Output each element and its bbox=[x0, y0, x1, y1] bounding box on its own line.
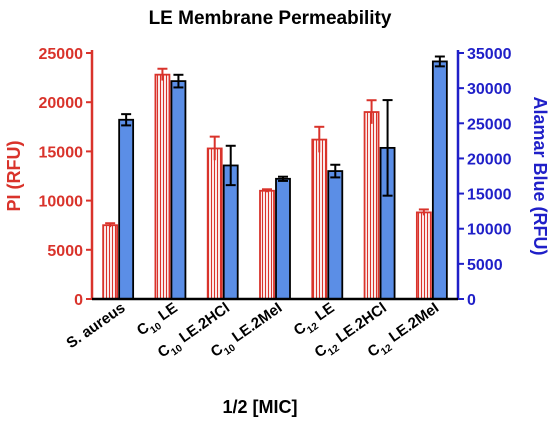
right-tick-label: 0 bbox=[467, 292, 476, 309]
x-tick-label-text: LE.2MeI bbox=[226, 299, 286, 348]
left-tick-label: 25000 bbox=[39, 46, 84, 63]
left-tick-label: 5000 bbox=[47, 243, 83, 260]
bar-pi bbox=[415, 211, 432, 300]
x-axis-label: 1/2 [MIC] bbox=[222, 397, 297, 417]
right-tick-label: 5000 bbox=[467, 257, 503, 274]
bar-pi bbox=[102, 224, 119, 300]
x-tick-label-text: LE.2MeI bbox=[383, 299, 443, 348]
right-tick-label: 35000 bbox=[467, 46, 512, 63]
right-tick-label: 30000 bbox=[467, 81, 512, 98]
left-tick-label: 0 bbox=[74, 292, 83, 309]
bar-pi bbox=[311, 138, 328, 300]
left-tick-label: 15000 bbox=[39, 144, 84, 161]
bar-pi bbox=[154, 73, 171, 300]
left-axis: 0 5000 10000 15000 20000 25000 bbox=[39, 46, 94, 309]
bar-alamar bbox=[170, 80, 187, 300]
x-tick-label-text: LE.2HCl bbox=[173, 299, 233, 348]
bar-pi bbox=[363, 111, 380, 300]
bar-alamar bbox=[275, 177, 291, 300]
right-tick-label: 20000 bbox=[467, 151, 512, 168]
y-axis-label-right: Alamar Blue (RFU) bbox=[530, 96, 550, 255]
bar-alamar bbox=[118, 118, 135, 300]
right-tick-label: 10000 bbox=[467, 222, 512, 239]
bar-pi bbox=[259, 189, 275, 300]
right-tick-label: 15000 bbox=[467, 187, 512, 204]
chart-title: LE Membrane Permeability bbox=[149, 8, 392, 29]
y-axis-label-left: PI (RFU) bbox=[4, 141, 24, 212]
bar-pi bbox=[206, 147, 223, 300]
left-tick-label: 10000 bbox=[39, 194, 84, 211]
x-tick-label-text: LE.2HCl bbox=[330, 299, 390, 348]
bar-alamar bbox=[327, 170, 344, 300]
bars bbox=[102, 55, 448, 300]
right-tick-label: 25000 bbox=[467, 116, 512, 133]
left-tick-label: 20000 bbox=[39, 95, 84, 112]
right-axis: 0 5000 10000 15000 20000 25000 30000 35000 bbox=[456, 46, 512, 309]
bar-alamar bbox=[431, 60, 448, 300]
